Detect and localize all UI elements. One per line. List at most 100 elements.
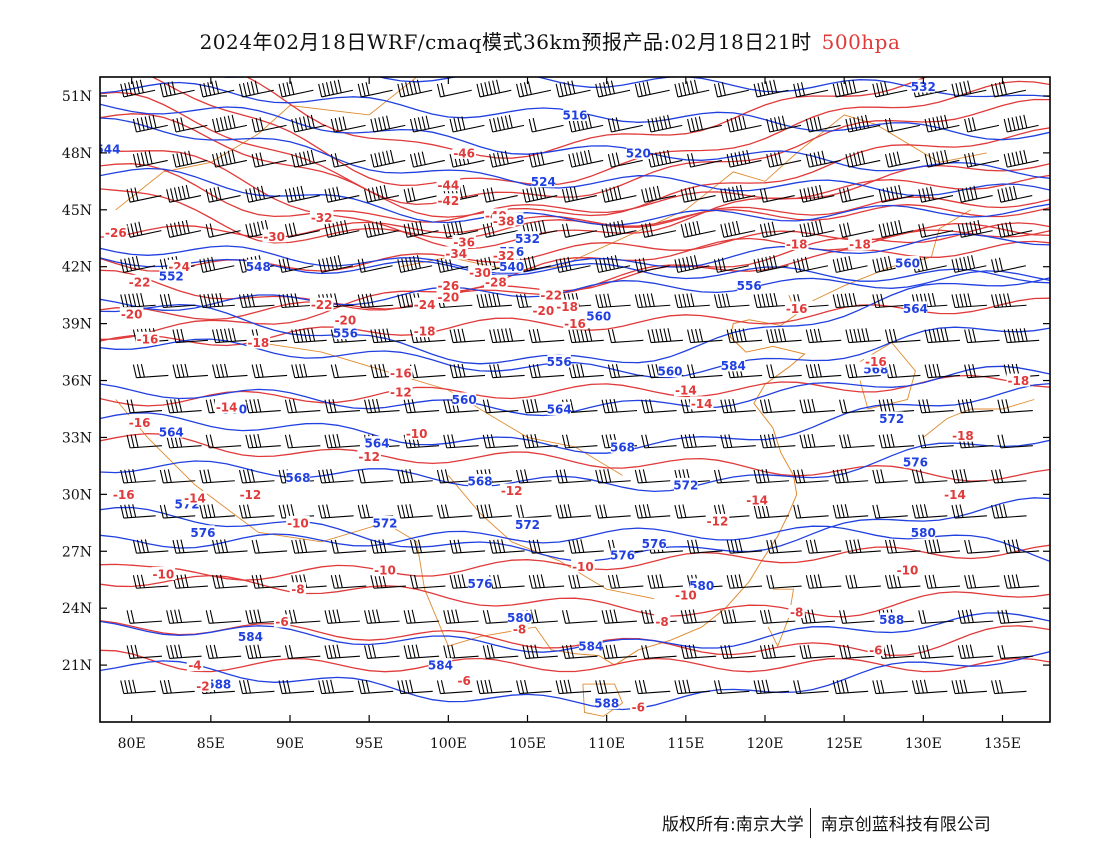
wind-barb-feather [382, 328, 387, 342]
wind-barb-feather [928, 364, 933, 378]
wind-barb-feather [382, 151, 387, 165]
wind-barb-feather [303, 574, 308, 588]
wind-barb-feather [817, 116, 822, 130]
wind-barb-feather [659, 151, 664, 165]
wind-barb-feather [691, 329, 696, 343]
wind-barb-feather [572, 539, 577, 554]
wind-barb-feather [892, 539, 898, 553]
wind-barb-feather [536, 539, 541, 553]
height-contour-label: 584 [578, 640, 603, 654]
wind-barb-feather [526, 645, 531, 659]
wind-barb-feather [378, 152, 383, 166]
wind-barb-shaft [809, 550, 842, 554]
contour-label-bg [784, 301, 809, 315]
wind-barb-feather [1015, 116, 1020, 130]
wind-barb-feather [753, 680, 758, 694]
wind-barb-feather [646, 504, 651, 518]
wind-barb-feather [132, 469, 137, 483]
wind-barb-feather [932, 117, 937, 131]
height-contour-label: 572 [673, 478, 698, 492]
wind-barb-feather [357, 680, 362, 694]
wind-barb-feather [216, 329, 221, 343]
contour-label: -28 [485, 275, 507, 289]
wind-barb-feather [159, 504, 164, 519]
wind-barb-feather [184, 574, 189, 588]
wind-barb-feather [140, 364, 145, 378]
wind-barb-feather [773, 292, 778, 307]
wind-barb-feather [443, 224, 448, 238]
wind-barb-feather [607, 329, 612, 343]
wind-barb-feather [413, 364, 419, 378]
contour-label: 576 [642, 537, 667, 551]
wind-barb-feather [374, 329, 379, 343]
wind-barb-feather [476, 680, 481, 694]
wind-barb-feather [728, 222, 733, 236]
wind-barb-feather [126, 610, 131, 624]
wind-barb-feather [250, 293, 256, 307]
wind-barb-feather [613, 644, 618, 658]
temperature-contour-label-bg [436, 193, 461, 207]
wind-barb-shaft [1000, 620, 1033, 624]
contour-label: 584 [238, 630, 263, 644]
height-contour-label-bg [626, 145, 651, 159]
wind-barb-shaft [802, 655, 835, 659]
wind-barb-feather [176, 153, 181, 167]
wind-barb-feather [443, 645, 448, 659]
temperature-contour-label: -44 [437, 179, 459, 193]
wind-barb-feather [370, 575, 375, 589]
wind-barb-feather [501, 328, 506, 342]
lat-tick-label: 33N [62, 430, 92, 446]
wind-barb-feather [797, 82, 802, 97]
wind-barb-feather [807, 434, 812, 448]
wind-barb-feather [615, 152, 620, 166]
contour-label: 568 [285, 471, 310, 485]
wind-barb-shaft [175, 374, 208, 379]
contour-label: -22 [129, 275, 151, 289]
wind-barb-feather [370, 540, 375, 554]
wind-barb-feather [1015, 574, 1020, 588]
contour-label: -6 [457, 674, 470, 688]
wind-barb-feather [887, 255, 893, 270]
lon-tick-label: 100E [430, 736, 467, 752]
wind-barb-shaft [559, 690, 592, 695]
wind-barb-feather [324, 610, 329, 624]
wind-barb-shaft [169, 195, 202, 203]
contour-label: 580 [507, 611, 532, 625]
wind-barb-feather [461, 328, 466, 342]
wind-barb-feather [932, 328, 937, 343]
wind-barb-feather [505, 328, 510, 342]
wind-barb-feather [648, 222, 654, 236]
wind-barb-feather [148, 115, 153, 129]
wind-barb-feather [501, 539, 506, 553]
wind-barb-feather [957, 399, 962, 413]
wind-barb-feather [1011, 574, 1016, 588]
wind-barb-feather [684, 399, 689, 413]
wind-barb-shaft [242, 304, 275, 309]
contour-label-bg [214, 400, 239, 414]
wind-barb-feather [638, 82, 643, 97]
wind-barb-feather [457, 117, 462, 131]
wind-barb-feather [721, 257, 726, 271]
wind-barb-feather [369, 293, 374, 307]
wind-barb-feather [178, 609, 183, 623]
contour-label: -2 [196, 679, 209, 693]
wind-barb-shaft [202, 265, 235, 273]
wind-barb-feather [136, 364, 141, 378]
wind-barb-shaft [327, 655, 360, 659]
wind-barb-feather [524, 469, 529, 483]
wind-barb-feather [1002, 81, 1007, 95]
wind-barb-feather [124, 504, 129, 518]
wind-barb-shaft [723, 620, 756, 624]
wind-barb-feather [292, 399, 297, 413]
wind-barb-feather [251, 364, 256, 378]
wind-barb-shaft [961, 409, 994, 414]
wind-barb-feather [334, 539, 339, 554]
wind-barb-feather [480, 82, 485, 97]
wind-barb-feather [638, 469, 643, 483]
wind-barb-feather [774, 117, 779, 131]
wind-barb-feather [311, 328, 316, 342]
wind-barb-feather [310, 114, 315, 128]
wind-barb-feather [172, 540, 177, 554]
wind-barb-feather [303, 363, 308, 377]
wind-barb-feather [288, 645, 293, 659]
